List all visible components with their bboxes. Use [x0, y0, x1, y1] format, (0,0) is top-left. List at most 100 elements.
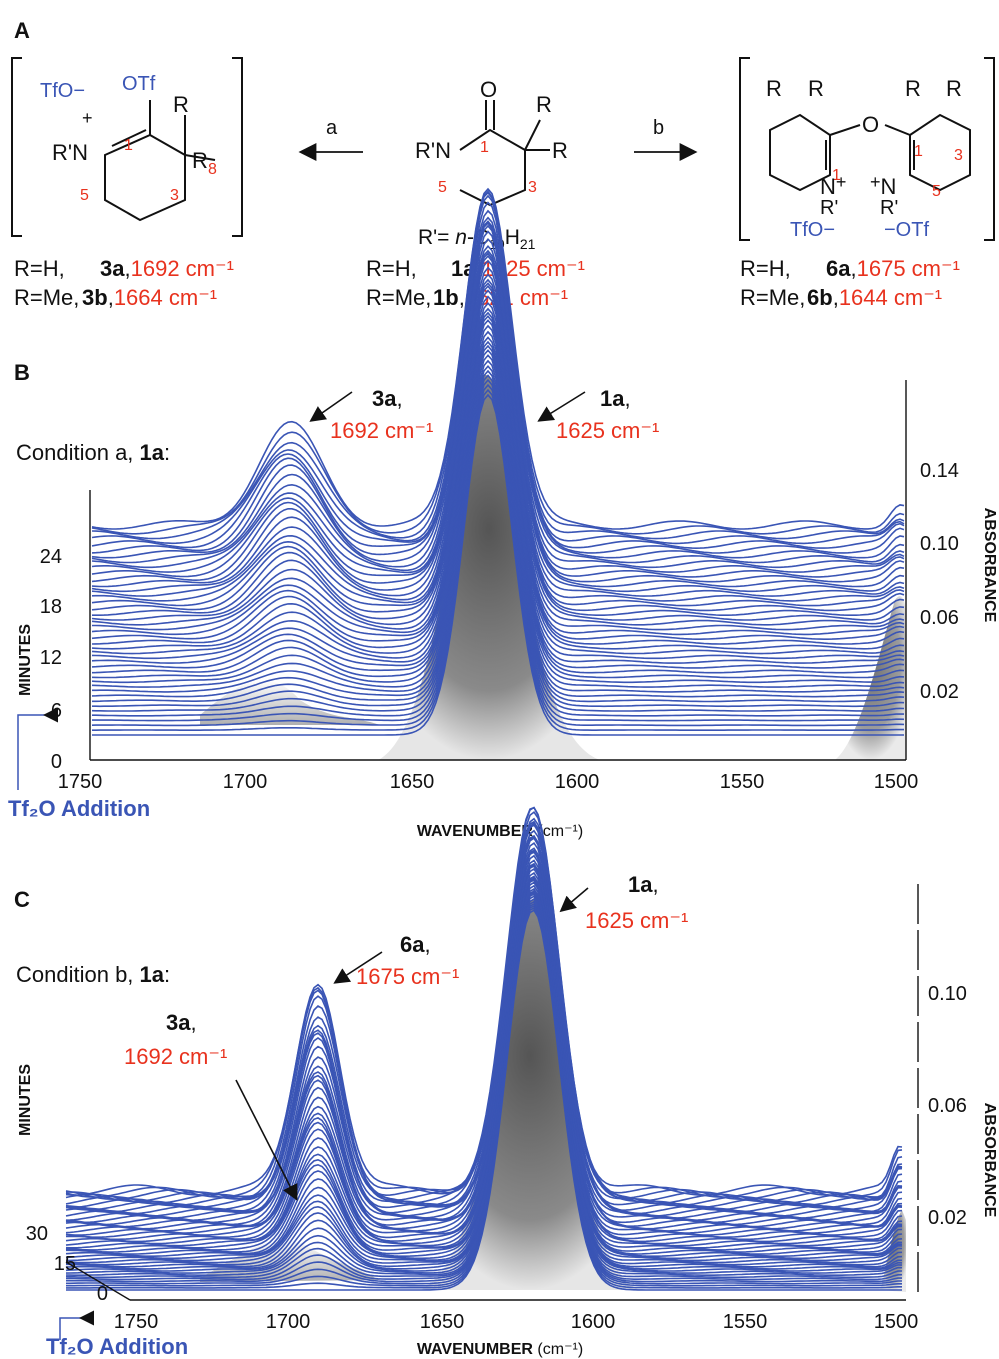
c-min-tick-30: 30: [26, 1223, 48, 1245]
panel-b-addition: Tf₂O Addition: [8, 796, 150, 821]
spectrum-trace: [92, 364, 905, 708]
spectrum-trace: [91, 340, 905, 684]
n1-right-b: 1: [914, 143, 923, 160]
c-min-tick-0: 0: [97, 1283, 108, 1305]
n5-right: 5: [932, 183, 941, 200]
compound-table: R=H, 3a,1692 cm⁻¹ R=Me, 3b,1664 cm⁻¹ R=H, 1…: [14, 256, 960, 310]
x-tick-1650: 1650: [390, 771, 435, 793]
structure-6: [739, 57, 995, 241]
n3-center: 3: [528, 179, 537, 196]
min-tick-24: 24: [40, 546, 62, 568]
panel-b-axes: [89, 380, 907, 761]
panel-c-label: C: [14, 887, 30, 912]
spectrum-trace: [65, 806, 903, 1196]
panel-b-minute-ticks: 24 18 12 6 0: [40, 546, 62, 773]
rn-center: R'N: [415, 138, 451, 163]
spectrum-trace: [92, 388, 904, 731]
reaction-a: a: [326, 117, 338, 139]
spectrum-trace: [91, 278, 905, 621]
panel-c-axes: [65, 878, 919, 1301]
rn-left: R'N: [52, 140, 88, 165]
n1-center: 1: [480, 139, 489, 156]
panel-c-x-label: WAVENUMBER (cm⁻¹): [417, 1341, 583, 1358]
abs-tick-014: 0.14: [920, 460, 959, 482]
panel-b-arrow-3a: [309, 391, 353, 422]
c-abs-tick-006: 0.06: [928, 1095, 967, 1117]
panel-c-abs-ticks: 0.10 0.06 0.02: [928, 983, 967, 1229]
c-abs-tick-010: 0.10: [928, 983, 967, 1005]
spectrum-trace: [65, 850, 903, 1238]
spectrum-trace: [65, 806, 903, 1198]
panel-b-minutes-label: MINUTES: [17, 624, 34, 696]
panel-b-x-ticks: 1750 1700 1650 1600 1550 1500: [58, 771, 919, 793]
spectrum-trace: [92, 393, 904, 736]
panel-c-minutes-label: MINUTES: [17, 1064, 34, 1136]
spectrum-trace: [91, 216, 905, 559]
n-plus-right-b: +N: [870, 172, 896, 199]
n1-right-a: 1: [832, 167, 841, 184]
c-x-tick-1600: 1600: [571, 1311, 616, 1333]
spectrum-trace: [91, 336, 905, 679]
r-right-2: R: [808, 76, 824, 101]
n3-left: 3: [170, 187, 179, 204]
panel-c-peak3-wn: 1692 cm⁻¹: [124, 1044, 227, 1069]
panel-b-peak1-compound: 3a,: [372, 386, 403, 411]
panel-c-traces: [65, 806, 903, 1291]
panel-c-arrow-1a: [559, 887, 589, 913]
panel-b-label: B: [14, 360, 30, 385]
structure-1: [459, 100, 550, 207]
spectrum-trace: [92, 378, 905, 722]
left-line1: R=H, 3a,1692 cm⁻¹: [14, 256, 234, 281]
spectrum-trace: [91, 307, 905, 650]
left-line2: R=Me, 3b,1664 cm⁻¹: [14, 285, 217, 310]
c-x-tick-1550: 1550: [723, 1311, 768, 1333]
panel-b-abs-ticks: 0.14 0.10 0.06 0.02: [920, 460, 959, 703]
spectrum-trace: [65, 863, 903, 1249]
n1-left: 1: [124, 137, 133, 154]
r-center-right: R: [552, 138, 568, 163]
spectrum-trace: [91, 369, 905, 712]
x-tick-1750: 1750: [58, 771, 103, 793]
c-x-tick-1650: 1650: [420, 1311, 465, 1333]
spectrum-trace: [65, 849, 903, 1236]
right-line1: R=H, 6a,1675 cm⁻¹: [740, 256, 960, 281]
n5-center: 5: [438, 179, 447, 196]
spectrum-trace: [91, 301, 905, 645]
n3-right: 3: [954, 147, 963, 164]
r8-left: R: [192, 148, 208, 173]
spectrum-trace: [91, 244, 905, 588]
panel-a-label: A: [14, 18, 30, 43]
abs-tick-002: 0.02: [920, 681, 959, 703]
x-tick-1700: 1700: [223, 771, 268, 793]
spectrum-trace: [91, 209, 905, 554]
panel-b-condition: Condition a, 1a:: [16, 440, 170, 465]
n8-left: 8: [208, 161, 217, 178]
structure-3: [11, 57, 243, 237]
panel-b-addition-arrow: [17, 707, 58, 790]
r-right-4: R: [946, 76, 962, 101]
panel-c-minute-ticks: 30 15 0: [26, 1223, 108, 1305]
r-left: R: [173, 92, 189, 117]
c-abs-tick-002: 0.02: [928, 1207, 967, 1229]
panel-c-addition-arrow: [59, 1310, 94, 1340]
r-right-3: R: [905, 76, 921, 101]
spectrum-trace: [65, 820, 903, 1211]
spectrum-trace: [91, 295, 905, 640]
panel-c-arrow-3a: [235, 1079, 298, 1201]
spectrum-trace: [91, 249, 905, 593]
min-tick-0: 0: [51, 751, 62, 773]
panel-c-absorbance-label: ABSORBANCE: [981, 1103, 998, 1218]
rp-right-b: R': [880, 197, 898, 219]
spectrum-trace: [91, 187, 905, 530]
panel-b-peak2-wn: 1625 cm⁻¹: [556, 418, 659, 443]
r-center-top: R: [536, 92, 552, 117]
panel-c-peak1-compound: 6a,: [400, 932, 431, 957]
reaction-b: b: [653, 117, 664, 139]
panel-c-peak3-compound: 3a,: [166, 1010, 197, 1035]
o-bridge: O: [862, 112, 879, 137]
otf-right: −OTf: [884, 219, 929, 241]
rp-right-a: R': [820, 197, 838, 219]
x-tick-1500: 1500: [874, 771, 919, 793]
tfo-left: TfO−: [40, 80, 85, 102]
